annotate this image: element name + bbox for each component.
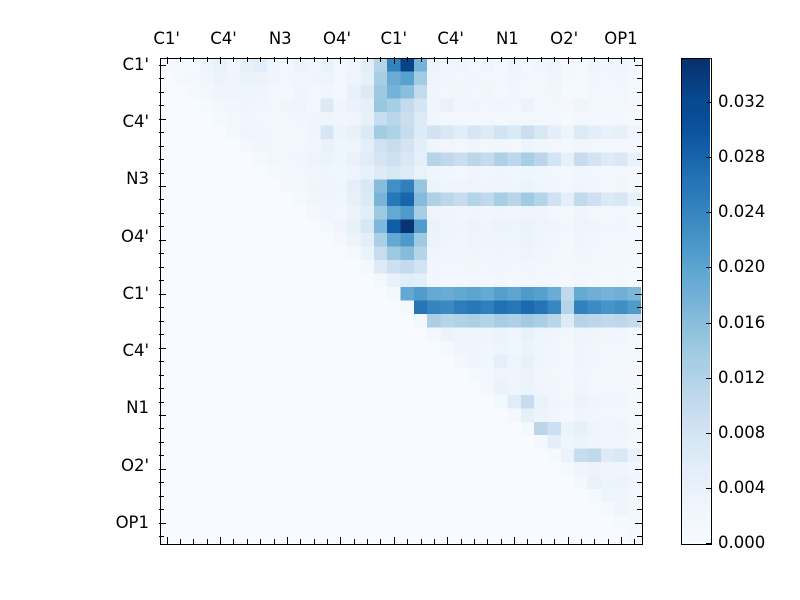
colorbar-tick-label: 0.024 (718, 202, 766, 222)
y-axis-tick-label: N1 (126, 398, 149, 418)
heatmap-image (160, 58, 641, 543)
y-axis-tick-label: C1' (122, 283, 149, 303)
colorbar-tick (706, 377, 711, 379)
y-axis-tick-label: OP1 (115, 512, 149, 532)
colorbar-tick-label: 0.008 (718, 422, 766, 442)
x-axis-tick-label: N1 (495, 29, 519, 48)
colorbar-tick-label: 0.028 (718, 146, 766, 166)
x-axis-tick-label: C4' (210, 29, 237, 48)
x-axis-tick-label: O4' (323, 29, 352, 48)
colorbar-tick (706, 487, 711, 489)
colorbar-tick-label: 0.020 (718, 257, 766, 277)
colorbar-tick-label: 0.004 (718, 477, 766, 497)
colorbar-tick (706, 102, 711, 104)
x-axis-tick-label: OP1 (604, 29, 638, 48)
colorbar-gradient (681, 58, 710, 543)
x-axis-tick-label: N3 (268, 29, 292, 48)
colorbar: 0.000 0.004 0.008 0.012 0.016 0.020 0.024 0.028… (681, 58, 765, 550)
x-axis-tick-label: C4' (437, 29, 464, 48)
y-axis-tick-label: C4' (122, 340, 149, 360)
y-axis-tick-label: O4' (120, 226, 149, 246)
colorbar-tick-label: 0.016 (718, 312, 766, 332)
colorbar-tick-label: 0.012 (718, 367, 766, 387)
heatmap-axes: C1' C4' N3 O4' C1' C4' N1 O2' OP1 C1' C4' N3 O4' C1' C… (116, 30, 643, 545)
y-axis-tick-label: N3 (126, 169, 149, 188)
colorbar-tick (706, 157, 711, 159)
y-axis-tick-label: C4' (122, 111, 149, 131)
colorbar-tick (706, 267, 711, 269)
x-axis-tick-label: C1' (153, 29, 180, 48)
x-axis-tick-label: C1' (380, 29, 408, 48)
y-axis-tick-label: C1' (122, 54, 149, 74)
colorbar-tick (706, 322, 711, 324)
y-axis-tick-label: O2' (120, 455, 149, 475)
colorbar-tick (706, 212, 711, 214)
x-axis-tick-label: O2' (550, 29, 579, 48)
colorbar-tick-label: 0.000 (718, 532, 766, 552)
colorbar-tick (706, 543, 711, 544)
colorbar-tick (706, 432, 711, 434)
colorbar-tick-label: 0.032 (718, 91, 766, 111)
